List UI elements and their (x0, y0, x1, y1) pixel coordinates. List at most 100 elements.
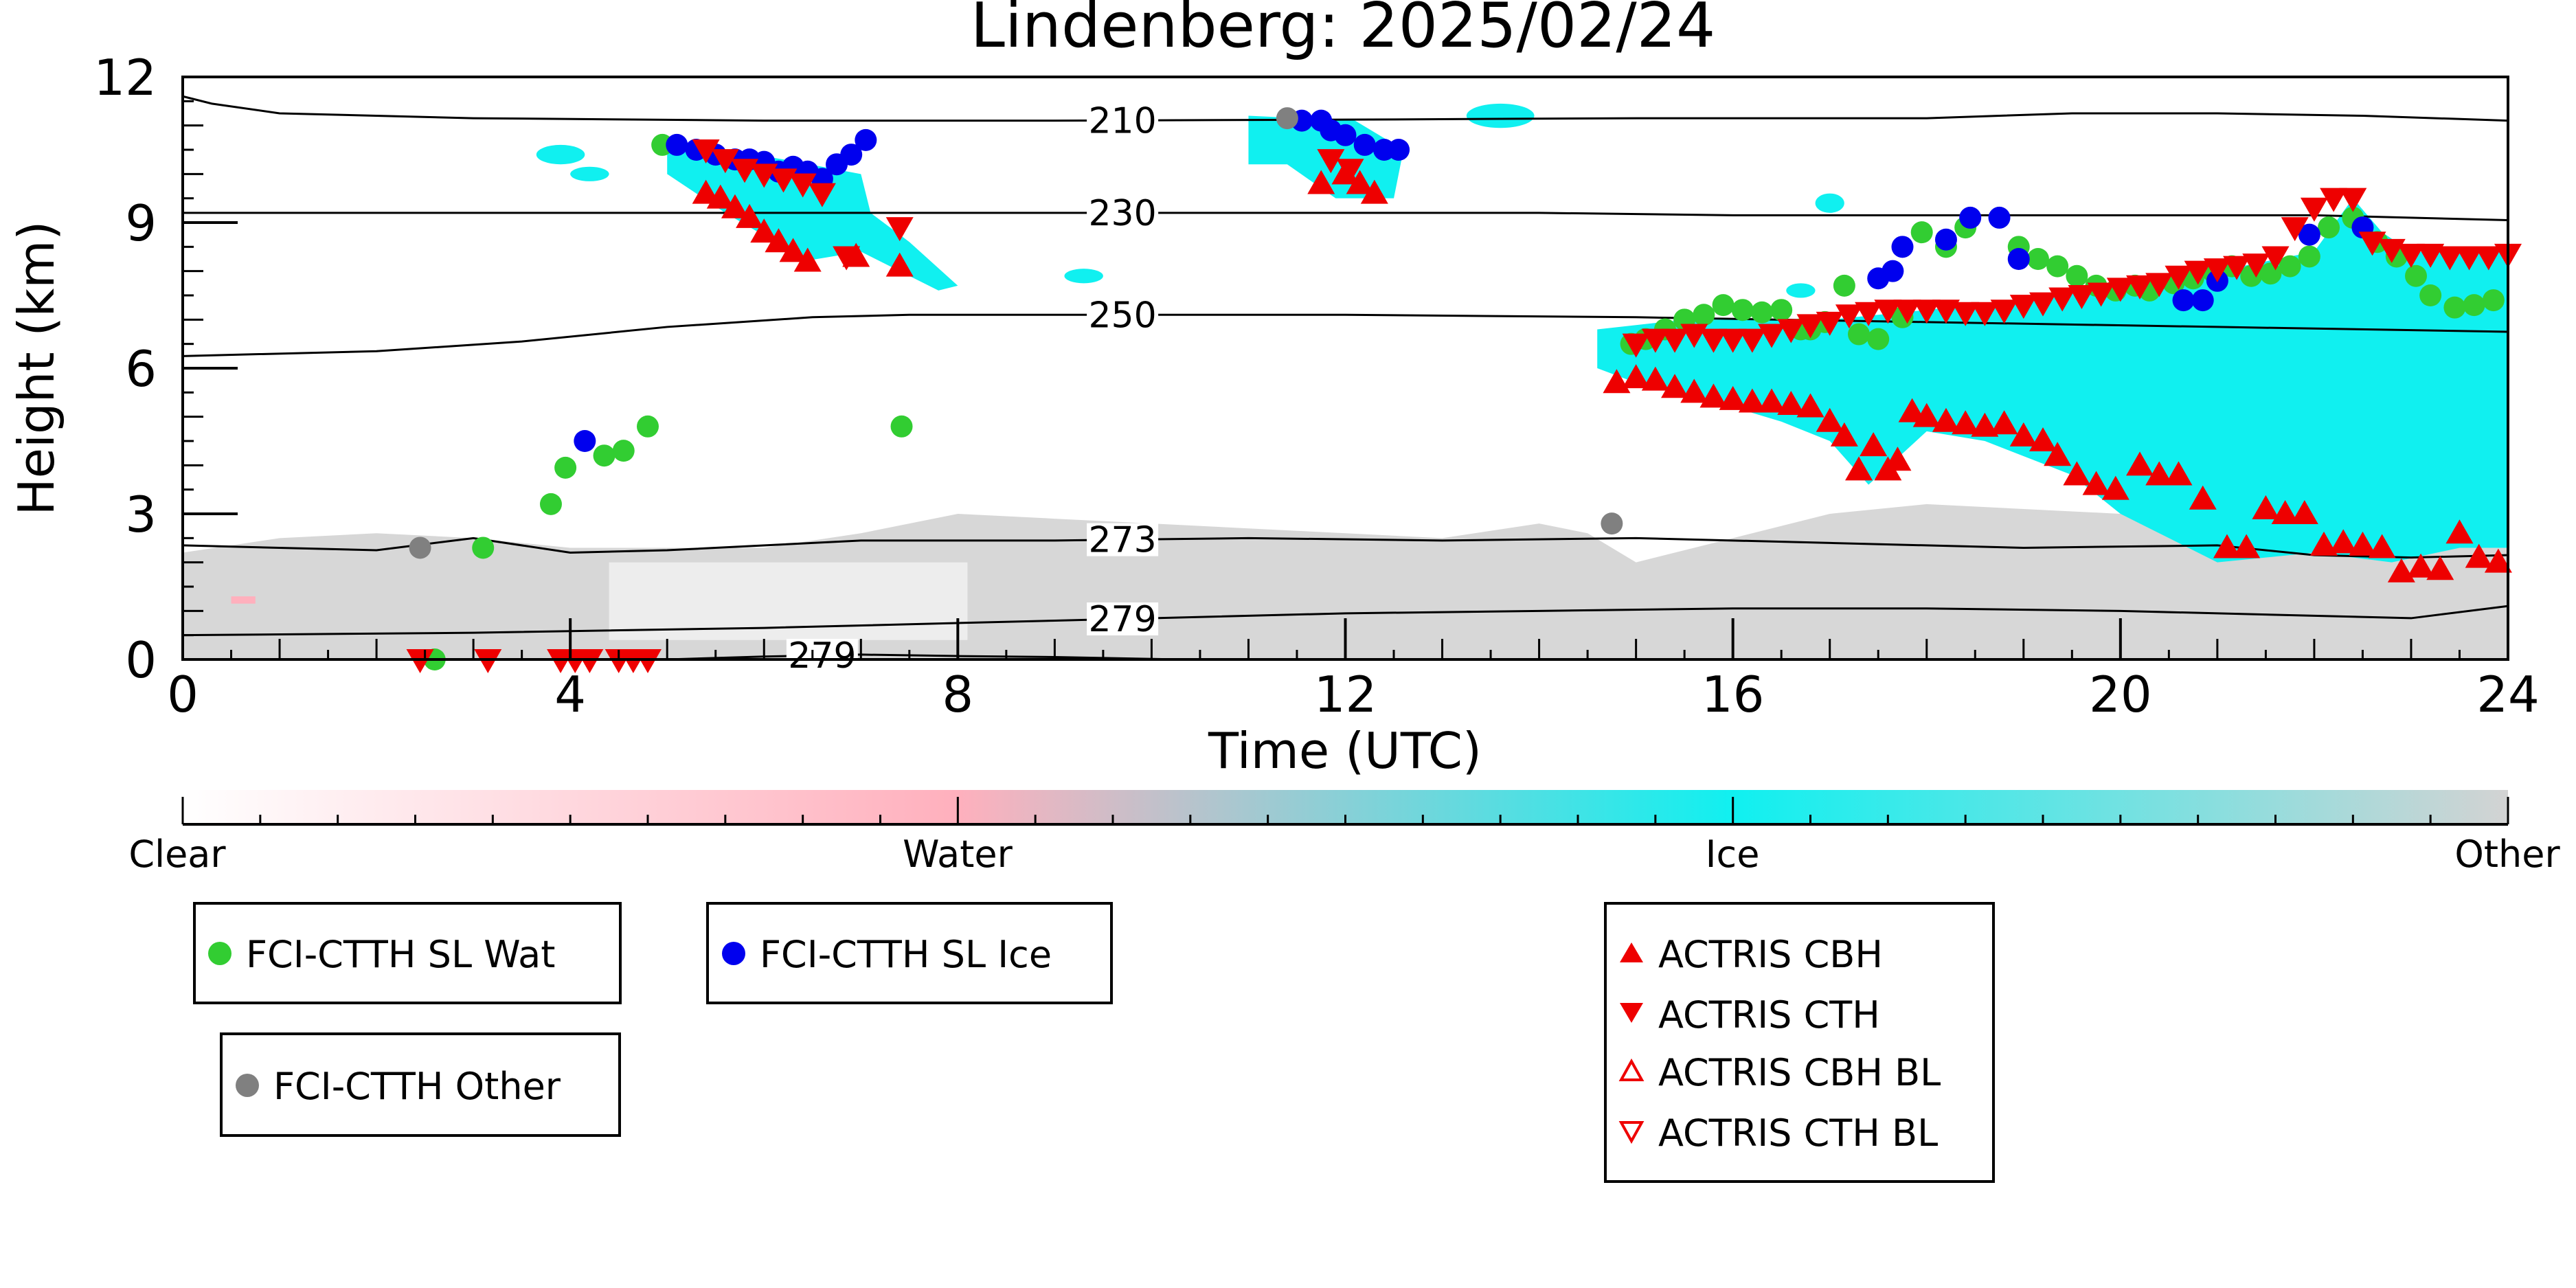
point-actris-cth (2203, 258, 2231, 283)
point-actris-cbh (1719, 385, 1747, 410)
point-actris-cth (2397, 243, 2425, 268)
isotherm-label: 210 (1088, 100, 1156, 142)
point-fci-ctth-sl-wat (2482, 289, 2505, 312)
y-tick-label: 0 (125, 631, 157, 689)
point-fci-ctth-sl-ice (2007, 248, 2030, 270)
point-fci-ctth-other (409, 536, 431, 559)
point-fci-ctth-sl-wat (2463, 294, 2485, 317)
point-actris-cbh (1307, 170, 1335, 194)
cloud-mask-ice (1597, 198, 2508, 563)
x-tick-label: 16 (1702, 666, 1765, 723)
point-fci-ctth-sl-wat (1833, 274, 1855, 297)
isotherm-label: 250 (1088, 295, 1156, 336)
cloud-mask-gap (609, 562, 968, 640)
x-tick-label: 0 (167, 666, 199, 723)
point-actris-cbh (1952, 410, 1980, 435)
point-actris-cth (2320, 188, 2348, 212)
point-actris-cbh (2044, 442, 2072, 466)
point-actris-cbh (2189, 485, 2217, 510)
legend-label-water: FCI-CTTH SL Wat (246, 933, 555, 976)
point-actris-cbh (1898, 398, 1926, 422)
point-actris-cth (2242, 253, 2270, 278)
legend-label-cbh-bl: ACTRIS CBH BL (1658, 1051, 1941, 1094)
point-actris-cbh (1971, 412, 1999, 437)
point-actris-cbh (1796, 393, 1824, 418)
point-actris-cth (2126, 275, 2154, 300)
isotherm-layer: 210 230 250 273 279 279 (182, 95, 2509, 677)
point-actris-cbh (750, 218, 778, 243)
point-actris-cbh (1830, 422, 1858, 447)
point-fci-ctth-sl-ice (1988, 206, 2011, 229)
legend-label-ice: FCI-CTTH SL Ice (760, 933, 1052, 976)
point-actris-cth (2029, 292, 2057, 317)
point-actris-cbh (1816, 407, 1844, 432)
point-actris-cbh (2126, 451, 2154, 476)
point-actris-cth (2339, 188, 2367, 212)
point-fci-ctth-other (1276, 107, 1298, 130)
y-tick-label: 3 (125, 486, 157, 543)
x-tick-label: 8 (942, 666, 973, 723)
legend-label-other: FCI-CTTH Other (273, 1065, 561, 1108)
point-actris-cth (2358, 231, 2386, 256)
point-actris-cbh (1860, 432, 1888, 457)
point-actris-cbh (1884, 447, 1912, 471)
point-actris-cth (1317, 149, 1345, 174)
point-fci-ctth-sl-wat (472, 536, 495, 559)
legend-marker-other (236, 1074, 259, 1097)
point-fci-ctth-sl-wat (1693, 304, 1715, 326)
colorbar-label-water: Water (903, 833, 1013, 876)
point-actris-cth (692, 139, 720, 163)
legend-box-other: FCI-CTTH Other (220, 1032, 621, 1137)
point-actris-cth (2165, 265, 2193, 290)
point-fci-ctth-sl-ice (1334, 124, 1357, 146)
point-actris-cbh (692, 179, 720, 204)
point-actris-cbh (1758, 388, 1786, 413)
x-axis-label: Time (UTC) (1208, 722, 1482, 780)
point-actris-cth (1990, 300, 2018, 324)
point-actris-cbh (2082, 471, 2110, 495)
point-fci-ctth-sl-wat (2259, 262, 2282, 285)
legend-marker-cbh (1620, 942, 1643, 962)
point-actris-cth (2455, 246, 2483, 271)
point-actris-cbh (1738, 388, 1766, 413)
legend-label-cbh: ACTRIS CBH (1658, 933, 1883, 976)
point-actris-cth (2048, 287, 2077, 312)
point-actris-cth (1719, 328, 1747, 353)
point-fci-ctth-sl-wat (1712, 294, 1735, 317)
point-actris-cbh (2101, 475, 2129, 500)
point-actris-cbh (2484, 548, 2512, 573)
point-fci-ctth-sl-wat (1731, 299, 1754, 321)
point-actris-cbh (2310, 531, 2338, 556)
colorbar-ticks (181, 797, 2509, 824)
point-actris-cbh (1777, 391, 1805, 415)
point-actris-cbh (2145, 461, 2173, 486)
point-actris-cbh (2445, 519, 2474, 544)
point-actris-cth (1952, 302, 1980, 326)
point-actris-cbh (1346, 170, 1374, 194)
point-fci-ctth-sl-wat (2318, 216, 2340, 239)
point-actris-cth (1738, 328, 1766, 353)
cloud-mask-layer (183, 103, 2508, 659)
point-actris-cth (1816, 311, 1844, 336)
point-fci-ctth-sl-ice (574, 430, 596, 452)
point-actris-cth (2087, 282, 2115, 307)
point-actris-cth (1641, 328, 1669, 353)
point-actris-cbh (2009, 422, 2037, 447)
point-fci-ctth-sl-wat (1750, 301, 1773, 324)
point-fci-ctth-sl-wat (612, 440, 635, 462)
point-actris-cbh (1622, 364, 1650, 389)
point-fci-ctth-sl-wat (2066, 264, 2088, 287)
point-actris-cbh (1641, 366, 1669, 391)
cloud-mask-patch (1815, 193, 1844, 213)
point-actris-cth (1874, 300, 1902, 324)
point-actris-cbh (1912, 403, 1941, 427)
isotherm-label: 273 (1088, 520, 1156, 561)
point-fci-ctth-sl-wat (1770, 299, 1793, 321)
point-actris-cth (885, 217, 914, 242)
point-actris-cbh (2213, 534, 2241, 558)
cloud-mask-patch (1064, 269, 1103, 284)
point-actris-cth (406, 649, 434, 673)
isotherm-line (182, 536, 2509, 559)
point-actris-cth (2261, 246, 2290, 271)
point-actris-cth (474, 649, 502, 673)
